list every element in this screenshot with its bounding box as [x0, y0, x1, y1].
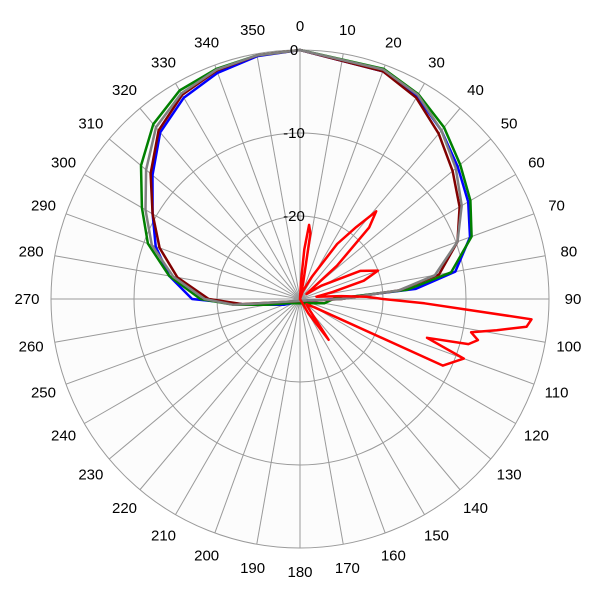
angle-tick-label: 330 [151, 55, 176, 72]
grid-spoke [256, 53, 301, 300]
grid-spoke [65, 298, 301, 385]
grid-spoke [299, 64, 386, 300]
series-line-1 [139, 48, 473, 307]
angle-tick-label: 290 [31, 198, 56, 215]
grid-spoke [299, 298, 535, 385]
angle-tick-label: 200 [194, 548, 219, 565]
grid-spoke [214, 298, 301, 534]
angle-tick-label: 350 [240, 22, 265, 39]
angle-tick-label: 300 [51, 155, 76, 172]
grid-spoke [108, 298, 301, 460]
grid-spoke [256, 298, 301, 545]
angle-tick-label: 180 [287, 564, 312, 581]
angle-tick-label: 10 [339, 22, 356, 39]
grid-spoke [299, 213, 535, 300]
angle-tick-label: 80 [561, 244, 578, 261]
grid-spoke [299, 255, 546, 300]
angle-tick-label: 0 [296, 18, 304, 35]
radial-tick-label: 0 [290, 42, 298, 59]
grid-spoke [299, 298, 425, 515]
angle-tick-label: 30 [428, 55, 445, 72]
grid-spoke [299, 83, 425, 300]
series-line-3 [144, 48, 463, 307]
axis-labels: 0 10 20 30 40 50 60 70 80 90 100 110 120 130 140 150 160… [14, 18, 581, 581]
angle-tick-label: 60 [528, 155, 545, 172]
angle-tick-label: 340 [194, 34, 219, 51]
angle-tick-label: 140 [463, 500, 488, 517]
grid-spoke [139, 298, 301, 491]
angle-tick-label: 150 [424, 527, 449, 544]
angle-tick-label: 20 [385, 34, 402, 51]
angle-tick-label: 210 [151, 527, 176, 544]
angle-tick-label: 100 [556, 338, 581, 355]
grid-spoke [214, 64, 301, 300]
angle-tick-label: 190 [240, 560, 265, 577]
angle-tick-label: 40 [467, 82, 484, 99]
grid-spoke [299, 298, 516, 424]
angle-tick-label: 270 [14, 291, 39, 308]
angle-tick-label: 120 [524, 428, 549, 445]
angle-tick-label: 130 [497, 466, 522, 483]
series-layer [139, 48, 533, 367]
radial-tick-label: -20 [283, 208, 305, 225]
angle-tick-label: 250 [31, 384, 56, 401]
angle-tick-label: 50 [501, 116, 518, 133]
angle-tick-label: 230 [78, 466, 103, 483]
grid-spoke [299, 174, 516, 300]
angle-tick-label: 310 [78, 116, 103, 133]
grid-spoke [65, 213, 301, 300]
grid-spoke [175, 298, 301, 515]
angle-tick-label: 90 [565, 291, 582, 308]
grid-spoke [139, 107, 301, 300]
grid-spoke [175, 83, 301, 300]
grid-spoke [299, 107, 461, 300]
angle-tick-label: 110 [545, 384, 569, 401]
angle-tick-label: 160 [381, 548, 406, 565]
angle-tick-label: 70 [548, 198, 565, 215]
angle-tick-label: 240 [51, 428, 76, 445]
angle-tick-label: 280 [19, 244, 44, 261]
grid-spoke [299, 298, 344, 545]
grid-spoke [299, 298, 386, 534]
grid-spoke [299, 298, 546, 343]
angle-tick-label: 220 [112, 500, 137, 517]
angle-tick-label: 320 [112, 82, 137, 99]
grid-spoke [299, 298, 492, 460]
grid-spoke [54, 298, 301, 343]
radial-tick-label: -10 [283, 125, 305, 142]
angle-tick-label: 170 [335, 560, 360, 577]
grid-spoke [299, 138, 492, 300]
grid-spoke [84, 174, 301, 300]
series-line-4 [298, 210, 533, 367]
angle-tick-label: 260 [19, 338, 44, 355]
grid-spoke [84, 298, 301, 424]
grid-spoke [299, 298, 461, 491]
